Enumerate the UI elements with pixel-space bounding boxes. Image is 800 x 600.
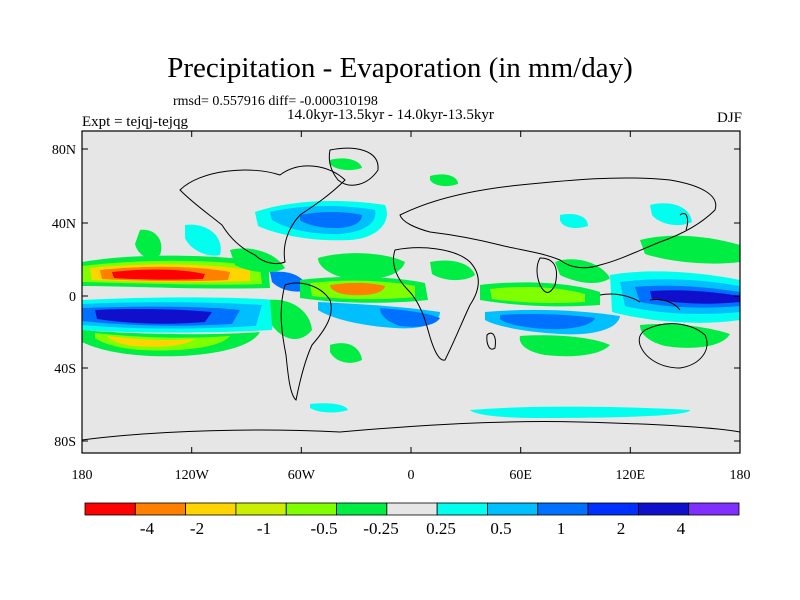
colorbar-swatch-8 — [487, 502, 539, 516]
lon-label-60e: 60E — [509, 468, 532, 483]
period-label: 14.0kyr-13.5kyr - 14.0kyr-13.5kyr — [287, 107, 494, 123]
lon-ticks — [81, 131, 741, 453]
map-title: Precipitation - Evaporation (in mm/day) — [167, 52, 633, 84]
field-green-africa-n — [430, 260, 475, 281]
coast-australia — [638, 323, 708, 369]
colorbar-swatch-7 — [436, 502, 488, 516]
colorbar-label-3: -0.5 — [311, 519, 338, 538]
colorbar-swatch-3 — [235, 502, 287, 516]
lon-label-120w: 120W — [175, 468, 210, 483]
field-cyan-siberia — [560, 214, 588, 228]
colorbar-swatch-12 — [688, 502, 740, 516]
colorbar — [84, 502, 740, 516]
colorbar-label-7: 1 — [557, 519, 566, 538]
field-green-natl-sub — [318, 253, 405, 280]
field-red-npac — [112, 269, 205, 280]
coast-japan — [679, 213, 689, 231]
colorbar-swatch-1 — [134, 502, 187, 516]
field-cyan-so1 — [470, 406, 690, 418]
lat-label-40n: 40N — [52, 217, 76, 232]
colorbar-swatch-4 — [285, 502, 337, 516]
lon-label-120e: 120E — [616, 468, 646, 483]
field-green-nwpac — [135, 229, 162, 258]
colorbar-swatch-0 — [84, 502, 136, 516]
coast-madagascar — [486, 332, 496, 350]
field-green-samerica — [270, 299, 312, 340]
field-green-sind — [519, 335, 610, 357]
field-green-camerica — [230, 248, 285, 273]
season-label: DJF — [716, 110, 742, 126]
coast-north-america — [179, 165, 346, 265]
colorbar-label-8: 2 — [617, 519, 626, 538]
field-orange-atl — [330, 282, 385, 296]
field-green-arctic1 — [330, 158, 362, 171]
field-blue-atl-nw — [270, 271, 308, 292]
field-layer — [82, 158, 740, 418]
colorbar-swatch-10 — [587, 502, 639, 516]
coast-india — [536, 257, 557, 293]
field-cyan-jap — [650, 203, 692, 226]
field-dblue-natl — [300, 212, 362, 228]
field-yellow-spac — [108, 336, 195, 347]
field-green-nwpac2 — [640, 235, 740, 264]
coast-greenland — [328, 147, 379, 186]
lat-label-40s: 40S — [54, 362, 76, 377]
field-dblue-ind — [500, 314, 595, 330]
lat-label-80n: 80N — [52, 143, 76, 158]
colorbar-swatch-2 — [185, 502, 237, 516]
colorbar-swatch-9 — [537, 502, 589, 516]
stats-subtitle: rmsd= 0.557916 diff= -0.000310198 — [173, 94, 378, 109]
lon-label-180w: 180 — [72, 468, 93, 483]
lon-label-0: 0 — [408, 468, 415, 483]
lat-label-eq: 0 — [69, 290, 76, 305]
coast-africa — [393, 247, 479, 361]
coast-indonesia — [599, 293, 681, 311]
colorbar-label-4: -0.25 — [363, 519, 398, 538]
field-cyan-so2 — [310, 403, 348, 413]
lat-ticks — [82, 148, 740, 442]
field-navy-wpac — [650, 290, 740, 304]
field-green-satl — [330, 343, 362, 363]
colorbar-swatch-6 — [386, 502, 438, 516]
coast-south-america — [280, 282, 332, 401]
experiment-label: Expt = tejqj-tejqg — [82, 114, 188, 130]
colorbar-label-1: -2 — [190, 519, 204, 538]
colorbar-label-2: -1 — [257, 519, 271, 538]
field-lime-afr-eq — [490, 286, 585, 303]
coast-antarctica — [82, 421, 740, 441]
lon-label-60w: 60W — [288, 468, 316, 483]
lat-label-80s: 80S — [54, 435, 76, 450]
colorbar-swatch-11 — [637, 502, 690, 516]
coastlines — [82, 147, 740, 441]
field-dblue-atl-eq — [380, 308, 440, 327]
colorbar-swatch-5 — [336, 502, 388, 516]
colorbar-label-5: 0.25 — [426, 519, 456, 538]
field-cyan-nepac — [185, 224, 221, 256]
coast-eurasia — [399, 177, 717, 269]
colorbar-label-9: 4 — [677, 519, 686, 538]
colorbar-label-0: -4 — [140, 519, 155, 538]
field-navy-pac-eq — [95, 308, 212, 324]
lon-label-180e: 180 — [730, 468, 751, 483]
field-green-arctic2 — [430, 174, 458, 187]
colorbar-label-6: 0.5 — [490, 519, 511, 538]
